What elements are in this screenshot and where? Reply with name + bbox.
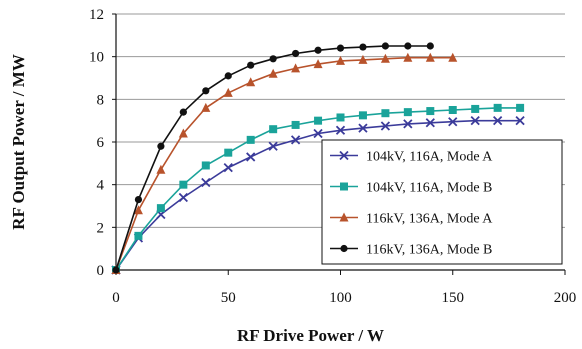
- legend-item: 104kV, 116A, Mode A: [330, 150, 493, 165]
- data-point: [224, 148, 233, 157]
- x-axis-title: RF Drive Power / W: [237, 326, 384, 345]
- data-point: [246, 135, 255, 144]
- data-point: [358, 123, 368, 133]
- data-point: [470, 116, 480, 126]
- data-point: [359, 43, 367, 51]
- data-point: [515, 116, 525, 126]
- data-point: [202, 87, 210, 95]
- legend-marker: [340, 182, 348, 191]
- data-point: [426, 42, 434, 50]
- x-tick-label: 0: [112, 290, 120, 306]
- data-point: [516, 103, 525, 112]
- data-point: [179, 180, 188, 189]
- data-point: [425, 52, 435, 62]
- data-point: [290, 135, 301, 145]
- data-point: [268, 141, 278, 151]
- y-tick-label: 12: [89, 7, 104, 23]
- axes: 0 2 4 6 8 10 12 0 50 100 150 200: [89, 7, 576, 306]
- data-point: [223, 162, 233, 173]
- data-point: [336, 44, 345, 52]
- data-point: [223, 87, 233, 97]
- x-tick-label: 150: [442, 290, 465, 306]
- legend-item: 104kV, 116A, Mode B: [330, 181, 492, 196]
- data-point: [448, 106, 457, 114]
- data-point: [335, 125, 346, 135]
- data-point: [358, 54, 368, 64]
- data-point: [292, 49, 300, 58]
- data-point: [178, 192, 188, 203]
- data-point: [269, 55, 277, 63]
- data-point: [381, 109, 390, 118]
- series-4: [112, 42, 434, 274]
- y-tick-label: 2: [97, 220, 105, 236]
- legend-box: [321, 139, 563, 265]
- data-point: [358, 111, 367, 120]
- series-3: [111, 52, 458, 274]
- data-point: [380, 53, 390, 63]
- x-tick-label: 200: [554, 290, 577, 306]
- y-tick-label: 4: [97, 178, 105, 194]
- legend-marker: [339, 212, 349, 222]
- data-point: [314, 116, 323, 125]
- data-point: [268, 68, 278, 78]
- data-point: [403, 52, 413, 62]
- data-point: [380, 121, 391, 131]
- y-tick-label: 8: [97, 92, 105, 108]
- data-point: [448, 52, 458, 62]
- series-group: [111, 42, 525, 275]
- data-point: [425, 118, 435, 128]
- data-point: [134, 196, 143, 204]
- legend-item: 116kV, 136A, Mode A: [330, 212, 493, 227]
- data-point: [313, 59, 323, 69]
- data-point: [448, 117, 458, 127]
- data-point: [224, 72, 232, 80]
- data-point: [493, 103, 502, 112]
- data-point: [493, 116, 503, 126]
- data-point: [314, 46, 322, 54]
- legend-label: 104kV, 116A, Mode B: [366, 181, 492, 196]
- data-point: [134, 231, 143, 240]
- data-point: [269, 125, 278, 134]
- legend-label: 116kV, 136A, Mode A: [366, 212, 493, 227]
- data-point: [112, 266, 120, 274]
- data-point: [291, 63, 301, 73]
- data-point: [201, 161, 210, 170]
- legend-label: 116kV, 136A, Mode B: [366, 243, 492, 258]
- data-point: [246, 77, 256, 87]
- x-tick-label: 100: [329, 290, 352, 306]
- data-point: [291, 120, 300, 129]
- data-point: [471, 104, 480, 113]
- legend-marker: [340, 244, 348, 253]
- data-point: [247, 61, 255, 69]
- data-point: [179, 108, 187, 116]
- data-point: [381, 42, 389, 50]
- legend: 104kV, 116A, Mode A 104kV, 116A, Mode B 11…: [321, 139, 563, 265]
- data-point: [133, 205, 143, 215]
- y-tick-label: 6: [97, 135, 105, 151]
- x-tick-label: 50: [221, 290, 236, 306]
- legend-item: 116kV, 136A, Mode B: [330, 243, 492, 258]
- data-point: [336, 55, 345, 65]
- data-point: [403, 108, 412, 117]
- data-point: [201, 102, 211, 112]
- y-tick-label: 0: [97, 263, 105, 279]
- data-point: [404, 42, 412, 50]
- data-point: [403, 119, 413, 129]
- data-point: [178, 128, 188, 138]
- y-tick-label: 10: [89, 50, 104, 66]
- data-point: [156, 164, 166, 174]
- legend-marker: [339, 150, 349, 161]
- data-point: [246, 152, 256, 162]
- data-point: [426, 107, 435, 116]
- data-point: [156, 204, 165, 213]
- legend-label: 104kV, 116A, Mode A: [366, 150, 493, 165]
- data-point: [201, 177, 211, 188]
- y-axis-title: RF Output Power / MW: [9, 54, 28, 230]
- series-line: [115, 56, 453, 271]
- data-point: [157, 142, 165, 150]
- data-point: [313, 128, 323, 139]
- data-point: [336, 113, 345, 122]
